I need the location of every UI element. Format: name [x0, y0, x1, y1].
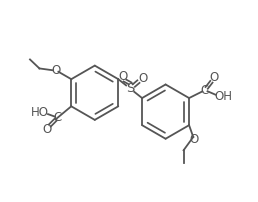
- Text: O: O: [51, 64, 61, 77]
- Text: C: C: [201, 84, 209, 97]
- Text: O: O: [209, 71, 218, 84]
- Text: O: O: [119, 70, 128, 83]
- Text: OH: OH: [215, 89, 233, 103]
- Text: HO: HO: [30, 106, 49, 119]
- Text: O: O: [190, 133, 199, 146]
- Text: O: O: [139, 72, 148, 85]
- Text: O: O: [42, 123, 51, 136]
- Text: C: C: [54, 111, 62, 124]
- Text: S: S: [126, 82, 134, 95]
